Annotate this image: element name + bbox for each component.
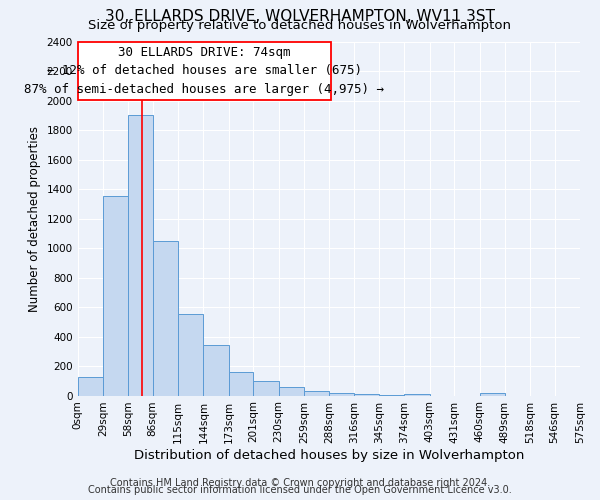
Y-axis label: Number of detached properties: Number of detached properties	[28, 126, 41, 312]
Text: Size of property relative to detached houses in Wolverhampton: Size of property relative to detached ho…	[89, 18, 511, 32]
Bar	[128, 116, 153, 396]
Bar	[379, 395, 404, 396]
Text: 30 ELLARDS DRIVE: 74sqm
← 12% of detached houses are smaller (675)
87% of semi-d: 30 ELLARDS DRIVE: 74sqm ← 12% of detache…	[25, 46, 385, 96]
X-axis label: Distribution of detached houses by size in Wolverhampton: Distribution of detached houses by size …	[134, 450, 524, 462]
Bar	[479, 392, 505, 396]
Bar	[304, 391, 329, 396]
Bar	[253, 381, 278, 396]
Bar	[229, 372, 253, 396]
Bar	[153, 240, 178, 396]
Bar	[103, 196, 128, 396]
Bar	[353, 394, 379, 396]
Bar	[77, 377, 103, 396]
Bar	[404, 394, 430, 396]
Text: Contains public sector information licensed under the Open Government Licence v3: Contains public sector information licen…	[88, 485, 512, 495]
Text: Contains HM Land Registry data © Crown copyright and database right 2024.: Contains HM Land Registry data © Crown c…	[110, 478, 490, 488]
Bar	[329, 392, 353, 396]
Bar	[278, 386, 304, 396]
FancyBboxPatch shape	[77, 42, 331, 100]
Bar	[178, 314, 203, 396]
Bar	[203, 346, 229, 396]
Text: 30, ELLARDS DRIVE, WOLVERHAMPTON, WV11 3ST: 30, ELLARDS DRIVE, WOLVERHAMPTON, WV11 3…	[105, 9, 495, 24]
